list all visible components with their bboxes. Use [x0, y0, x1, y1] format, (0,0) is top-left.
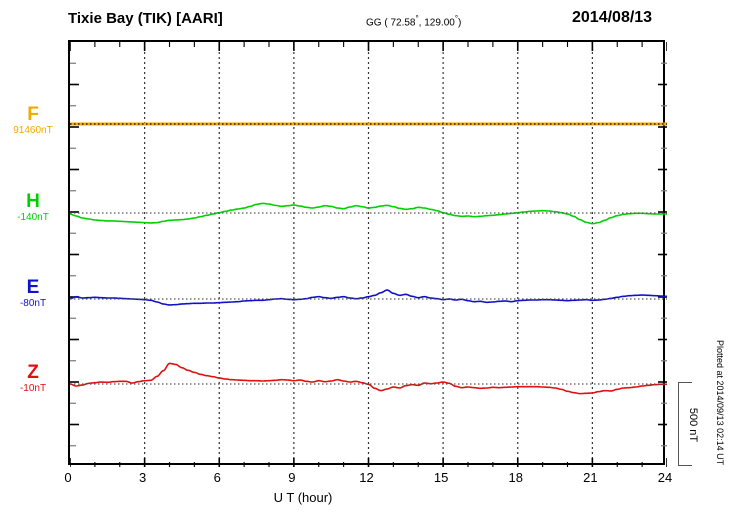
page-title: Tixie Bay (TIK) [AARI] — [68, 10, 223, 27]
coords-mid: , 129.00 — [418, 17, 455, 29]
x-axis-title-text: U T (hour) — [273, 490, 333, 505]
x-tick-label-21: 21 — [583, 470, 598, 485]
scale-bar-bracket — [678, 382, 692, 466]
x-tick-label-24: 24 — [657, 470, 673, 485]
trace-h — [70, 202, 667, 225]
magnetogram-plot-area — [68, 40, 667, 467]
x-tick-label-0: 0 — [64, 470, 72, 485]
component-value-f: 91460nT — [13, 125, 53, 136]
component-value-h: -140nT — [17, 212, 49, 223]
trace-e — [70, 289, 667, 306]
observation-date: 2014/08/13 — [572, 9, 653, 26]
degree-symbol-1: ° — [415, 14, 419, 23]
amplitude-scale-bar — [678, 382, 692, 466]
component-label-e: E -80nT — [2, 278, 64, 310]
component-label-f: F 91460nT — [2, 105, 64, 137]
plot-timestamp: Plotted at 2014/09/13 02:14 UT — [715, 340, 725, 466]
x-axis-tick-labels: 0 3 6 9 12 15 18 21 24 — [0, 470, 730, 486]
component-label-z: Z -10nT — [2, 363, 64, 395]
x-tick-label-9: 9 — [288, 470, 296, 485]
component-letter-z: Z — [27, 362, 39, 383]
coords-suffix: ) — [458, 17, 462, 29]
x-tick-label-6: 6 — [213, 470, 221, 485]
x-axis-title: U T (hour) — [0, 490, 730, 505]
x-tick-label-3: 3 — [139, 470, 147, 485]
magnetogram-traces — [70, 42, 667, 467]
component-letter-e: E — [26, 277, 40, 298]
coords-prefix: GG ( 72.58 — [366, 17, 416, 29]
component-value-e: -80nT — [19, 298, 47, 309]
trace-group-e — [70, 289, 667, 306]
x-tick-label-15: 15 — [433, 470, 449, 485]
geographic-coordinates: GG ( 72.58°, 129.00°) — [366, 14, 461, 28]
x-tick-label-12: 12 — [359, 470, 374, 485]
component-letter-f: F — [27, 104, 39, 125]
scale-bar-label: 500 nT — [687, 407, 699, 443]
trace-group-z — [70, 362, 667, 395]
component-value-z: -10nT — [19, 383, 47, 394]
component-label-h: H -140nT — [2, 192, 64, 224]
trace-group-h — [70, 202, 667, 225]
degree-symbol-2: ° — [454, 14, 459, 23]
x-tick-label-18: 18 — [508, 470, 523, 485]
trace-z — [70, 362, 667, 395]
component-letter-h: H — [26, 191, 40, 212]
